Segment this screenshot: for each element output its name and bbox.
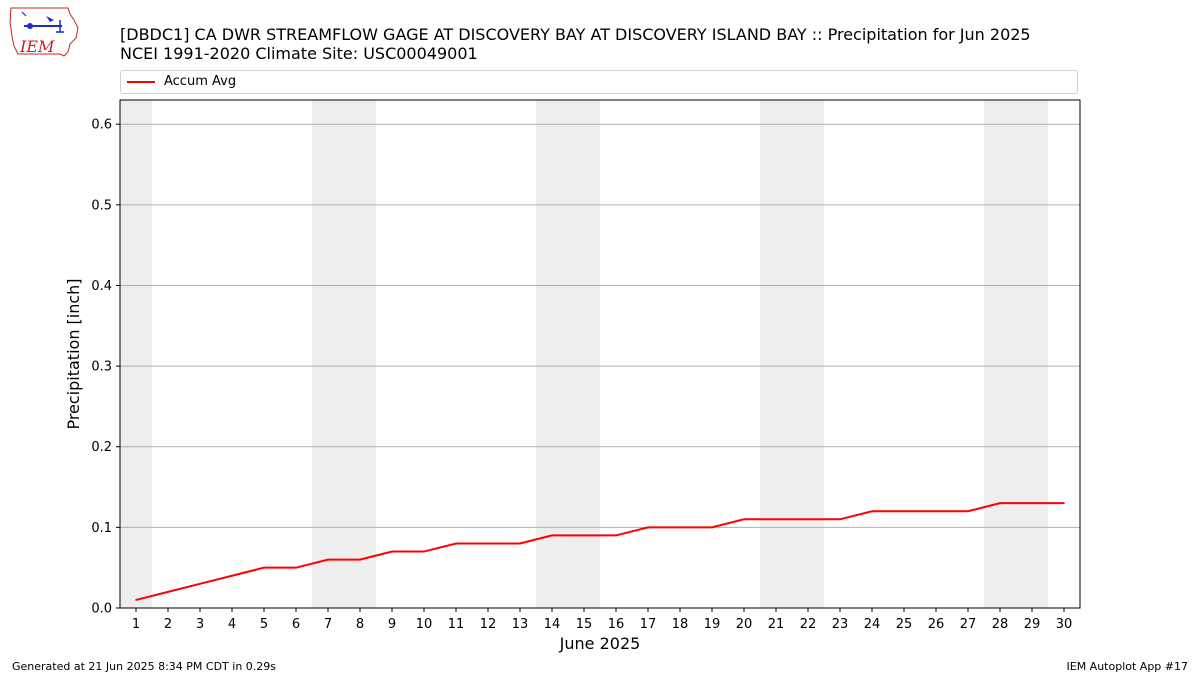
y-tick-label: 0.3: [91, 360, 112, 375]
x-tick-label: 21: [768, 617, 785, 632]
weekend-shade: [536, 100, 600, 608]
x-tick-label: 3: [196, 617, 204, 632]
y-axis-label: Precipitation [inch]: [64, 278, 83, 429]
x-tick-label: 1: [132, 617, 140, 632]
chart-title: [DBDC1] CA DWR STREAMFLOW GAGE AT DISCOV…: [120, 25, 1031, 44]
data-point: [263, 566, 265, 569]
data-point: [231, 574, 233, 577]
data-point: [999, 502, 1001, 504]
chart-subtitle: NCEI 1991-2020 Climate Site: USC00049001: [120, 44, 478, 63]
x-tick-label: 11: [448, 617, 465, 632]
y-tick-label: 0.6: [91, 118, 112, 133]
data-point: [423, 550, 425, 553]
data-point: [135, 599, 137, 601]
y-tick-label: 0.1: [91, 521, 112, 536]
data-point: [679, 526, 681, 529]
data-point: [967, 510, 969, 513]
data-point: [551, 534, 553, 537]
x-tick-label: 10: [416, 617, 433, 632]
plot-frame: [119, 99, 1081, 609]
data-point: [615, 534, 617, 537]
y-tick-label: 0.0: [91, 602, 112, 617]
weekend-shade: [312, 100, 376, 608]
x-tick-label: 5: [260, 617, 268, 632]
iowa-state-outline-icon: IEM: [9, 7, 79, 57]
logo-text: IEM: [19, 37, 55, 56]
x-tick-label: 15: [576, 617, 593, 632]
data-point: [519, 542, 521, 545]
data-point: [583, 534, 585, 537]
y-tick-label: 0.5: [91, 198, 112, 213]
y-tick-label: 0.2: [91, 440, 112, 455]
x-tick-label: 9: [388, 617, 396, 632]
footer-app-label: IEM Autoplot App #17: [1066, 660, 1189, 673]
data-point: [711, 526, 713, 529]
x-tick-label: 24: [864, 617, 881, 632]
x-tick-label: 26: [928, 617, 945, 632]
data-point: [1031, 502, 1033, 504]
x-tick-label: 12: [480, 617, 497, 632]
x-tick-label: 6: [292, 617, 300, 632]
x-tick-label: 23: [832, 617, 849, 632]
x-tick-label: 30: [1056, 617, 1073, 632]
series-line-accum-avg: [135, 502, 1064, 601]
data-point: [167, 591, 169, 593]
data-point: [647, 526, 649, 529]
data-point: [391, 550, 393, 553]
data-point: [295, 566, 297, 569]
x-tick-label: 25: [896, 617, 913, 632]
data-point: [1063, 502, 1065, 504]
data-point: [487, 542, 489, 545]
data-point: [903, 510, 905, 513]
x-tick-label: 8: [356, 617, 364, 632]
data-point: [743, 518, 745, 521]
weekend-shade: [120, 100, 152, 608]
x-tick-label: 18: [672, 617, 689, 632]
data-point: [455, 542, 457, 545]
data-point: [327, 558, 329, 561]
y-tick-label: 0.4: [91, 279, 112, 294]
x-tick-label: 22: [800, 617, 817, 632]
x-tick-label: 20: [736, 617, 753, 632]
data-point: [935, 510, 937, 513]
data-point: [359, 558, 361, 561]
data-point: [775, 518, 777, 521]
data-point: [807, 518, 809, 521]
weekend-shade: [760, 100, 824, 608]
iem-logo: IEM: [8, 6, 80, 60]
x-tick-label: 4: [228, 617, 236, 632]
x-tick-label: 7: [324, 617, 332, 632]
x-tick-label: 14: [544, 617, 561, 632]
x-tick-label: 19: [704, 617, 721, 632]
data-point: [871, 510, 873, 513]
x-tick-label: 13: [512, 617, 529, 632]
legend-line-swatch: [127, 81, 155, 83]
x-tick-label: 29: [1024, 617, 1041, 632]
x-tick-label: 17: [640, 617, 657, 632]
x-tick-label: 28: [992, 617, 1009, 632]
x-tick-label: 27: [960, 617, 977, 632]
x-tick-label: 16: [608, 617, 625, 632]
footer-generated-text: Generated at 21 Jun 2025 8:34 PM CDT in …: [12, 660, 277, 673]
weekend-shade: [984, 100, 1048, 608]
x-axis-label: June 2025: [559, 634, 641, 653]
legend: Accum Avg: [120, 70, 1078, 94]
data-point: [199, 583, 201, 585]
legend-label: Accum Avg: [164, 74, 237, 89]
x-tick-label: 2: [164, 617, 172, 632]
data-point: [839, 518, 841, 521]
